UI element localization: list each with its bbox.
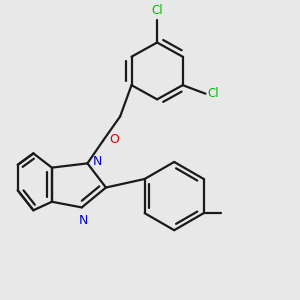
Text: N: N [93,154,102,168]
Text: O: O [109,133,119,146]
Text: N: N [79,214,88,227]
Text: Cl: Cl [151,4,163,17]
Text: Cl: Cl [208,87,219,100]
